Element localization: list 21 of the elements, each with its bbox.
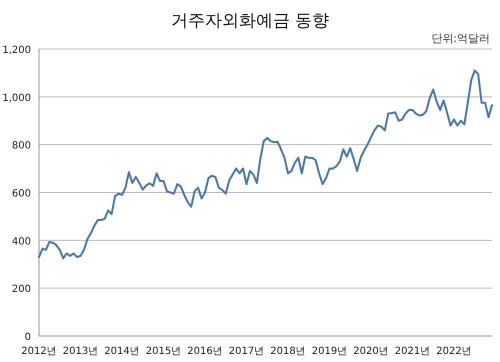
chart-title: 거주자외화예금 동향 — [170, 11, 330, 31]
y-tick-label: 200 — [12, 284, 31, 296]
x-tick-label: 2019년 — [312, 346, 348, 357]
x-tick-label: 2014년 — [104, 346, 140, 357]
x-tick-label: 2018년 — [270, 346, 306, 357]
x-tick-label: 2021년 — [394, 346, 430, 357]
y-tick-label: 0 — [24, 332, 31, 343]
x-tick-label: 2013년 — [62, 346, 98, 357]
y-tick-label: 600 — [12, 188, 31, 200]
x-tick-label: 2017년 — [228, 346, 264, 357]
x-tick-label: 2015년 — [146, 346, 182, 357]
x-tick-label: 2012년 — [21, 346, 57, 357]
x-tick-label: 2022년 — [436, 346, 472, 357]
x-tick-label: 2020년 — [353, 346, 389, 357]
y-tick-label: 400 — [12, 236, 31, 248]
y-tick-label: 1,200 — [2, 45, 31, 56]
text: 단위:억달러 — [431, 32, 490, 45]
y-tick-label: 1,000 — [2, 92, 31, 104]
line-series — [38, 70, 493, 260]
y-tick-label: 800 — [12, 140, 31, 152]
x-tick-label: 2016년 — [187, 346, 223, 357]
